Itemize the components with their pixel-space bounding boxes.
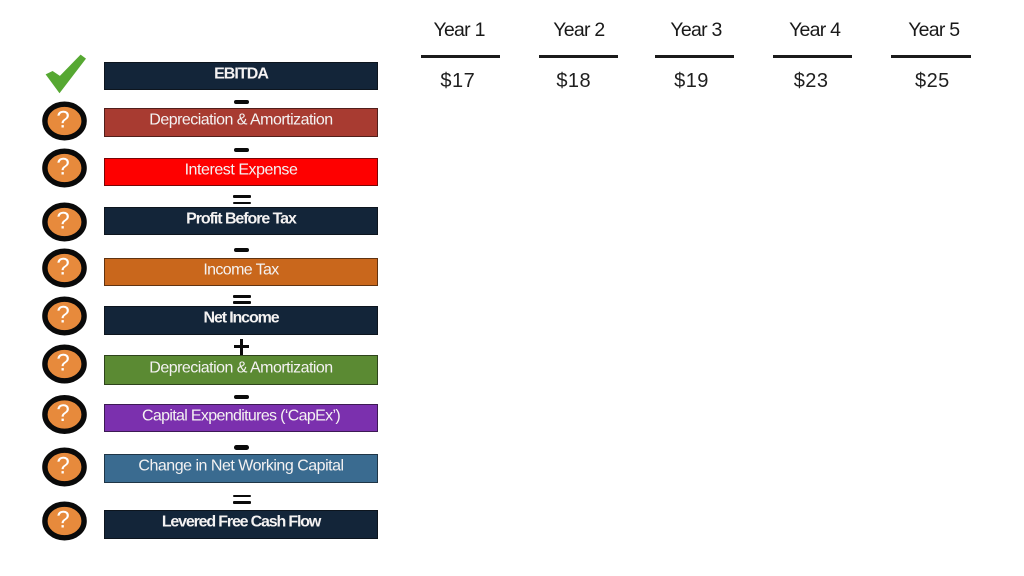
svg-text:?: ? xyxy=(56,400,69,427)
svg-text:?: ? xyxy=(56,107,69,134)
svg-text:?: ? xyxy=(56,302,69,329)
svg-text:?: ? xyxy=(56,350,69,377)
svg-text:?: ? xyxy=(56,453,69,480)
svg-text:?: ? xyxy=(56,154,69,181)
svg-text:?: ? xyxy=(56,507,69,534)
svg-text:?: ? xyxy=(56,208,69,235)
svg-text:?: ? xyxy=(56,254,69,281)
